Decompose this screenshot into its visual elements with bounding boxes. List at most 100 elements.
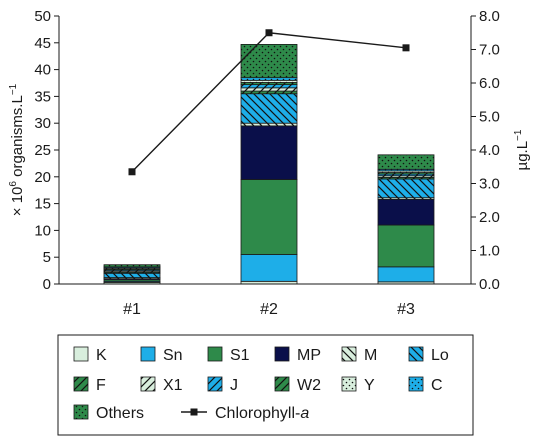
left-y-tick-label: 20 — [34, 169, 51, 186]
legend-swatch-others-pattern — [74, 405, 88, 419]
right-y-axis-label: µg.L−1 — [513, 129, 531, 170]
legend-item-lo: Lo — [408, 346, 449, 364]
bar-3-w2-segment-pattern — [378, 172, 434, 175]
legend-item-others: Others — [73, 404, 144, 422]
bar-3-lo-segment-pattern — [378, 178, 434, 198]
bar-3-y-segment-pattern — [378, 170, 434, 173]
legend-label: Chlorophyll-a — [215, 405, 309, 422]
legend-label: M — [364, 347, 377, 364]
bar-2-f-segment-pattern — [241, 91, 297, 94]
legend-swatch-c-pattern — [409, 377, 423, 391]
legend-item-m: M — [341, 346, 377, 364]
x-tick-label: #3 — [397, 301, 415, 318]
legend-line-marker — [190, 408, 198, 416]
legend-label: Others — [96, 405, 144, 422]
legend-item-k: K — [73, 346, 107, 364]
legend-label: W2 — [297, 377, 321, 394]
bar-3-sn-segment — [377, 266, 435, 283]
x-tick-labels: #1 #2 #3 — [123, 301, 415, 318]
right-y-tick-label: 4.0 — [479, 142, 500, 159]
chlorophyll-point — [128, 168, 136, 176]
legend-label: Lo — [431, 347, 449, 364]
bar-3-f-segment-pattern — [378, 177, 434, 179]
legend-swatch-x1-pattern — [141, 377, 155, 391]
legend-item-j: J — [207, 376, 238, 394]
left-y-tick-label: 0 — [43, 276, 51, 293]
legend-item-c: C — [408, 376, 443, 394]
legend-swatch-w2-pattern — [275, 377, 289, 391]
legend-item-sn: Sn — [140, 346, 183, 364]
bar-3-mp-segment — [377, 198, 435, 226]
bar-3-c-segment-pattern — [378, 169, 434, 171]
bar-2-c-segment-pattern — [241, 77, 297, 81]
bar-3-others-segment-pattern — [378, 154, 434, 170]
left-y-tick-label: 50 — [34, 8, 51, 25]
left-y-axis-label: × 106 organisms.L−1 — [8, 83, 26, 216]
bar-3-x1-segment-pattern — [378, 175, 434, 178]
left-y-tick-label: 15 — [34, 196, 51, 213]
legend-swatch-lo-pattern — [409, 347, 423, 361]
bar-2-sn-segment — [240, 254, 298, 282]
legend-item-x1: X1 — [140, 376, 183, 394]
legend-item-y: Y — [341, 376, 375, 394]
legend-label: J — [230, 377, 238, 394]
legend-swatch-mp — [274, 346, 290, 362]
right-y-tick-label: 8.0 — [479, 8, 500, 25]
right-y-tick-label: 3.0 — [479, 176, 500, 193]
bar-3-s1-segment — [377, 224, 435, 268]
bar-2-others-segment-pattern — [241, 44, 297, 78]
left-y-tick-label: 10 — [34, 222, 51, 239]
legend-label: C — [431, 377, 443, 394]
bar-2-j-segment-pattern — [241, 84, 297, 88]
legend-swatch-m-pattern — [342, 347, 356, 361]
bar-3-j-segment-pattern — [378, 174, 434, 176]
legend-label: Y — [364, 377, 375, 394]
bar-1-x1-segment-pattern — [104, 271, 160, 273]
bar-1-lo-segment-pattern — [104, 273, 160, 278]
bar-1-w2-segment-pattern — [104, 268, 160, 271]
chlorophyll-line-layer — [128, 29, 410, 176]
legend-label: Sn — [163, 347, 183, 364]
legend-swatch-k — [73, 346, 89, 362]
bar-2-m-segment-pattern — [241, 123, 297, 126]
legend: K Sn S1 MP M Lo F X1 J W2 Y C Others Chlorophyll-a — [73, 346, 449, 422]
legend-swatch-j-pattern — [208, 377, 222, 391]
legend-label: MP — [297, 347, 321, 364]
legend-item-s1: S1 — [207, 346, 250, 364]
bar-1-j-segment-pattern — [104, 270, 160, 272]
legend-item-mp: MP — [274, 346, 321, 364]
left-y-tick-label: 40 — [34, 62, 51, 79]
left-y-tick-label: 45 — [34, 35, 51, 52]
bars-layer — [103, 44, 435, 285]
bar-2-x1-segment-pattern — [241, 87, 297, 92]
left-y-tick-label: 5 — [43, 249, 51, 266]
x-tick-label: #1 — [123, 301, 141, 318]
right-y-ticks: 0.0 1.0 2.0 3.0 4.0 5.0 6.0 7.0 8.0 — [471, 8, 500, 293]
left-y-tick-label: 25 — [34, 142, 51, 159]
legend-item-f: F — [73, 376, 106, 394]
x-tick-label: #2 — [260, 301, 278, 318]
bar-1-c-segment-pattern — [104, 266, 160, 268]
legend-item-w2: W2 — [274, 376, 321, 394]
right-y-tick-label: 5.0 — [479, 109, 500, 126]
legend-label: K — [96, 347, 107, 364]
legend-swatch-y-pattern — [342, 377, 356, 391]
legend-label: F — [96, 377, 106, 394]
legend-swatch-s1 — [207, 346, 223, 362]
bar-2-s1-segment — [240, 179, 298, 255]
legend-swatch-sn — [140, 346, 156, 362]
bar-2-y-segment-pattern — [241, 80, 297, 83]
bar-1-f-segment-pattern — [104, 272, 160, 274]
chlorophyll-point — [402, 44, 410, 52]
bar-1-y-segment-pattern — [104, 267, 160, 269]
bar-1-m-segment-pattern — [104, 277, 160, 279]
right-y-tick-label: 6.0 — [479, 75, 500, 92]
chlorophyll-point — [265, 29, 273, 37]
left-y-ticks: 0 5 10 15 20 25 30 35 40 45 50 — [34, 8, 59, 293]
left-y-tick-label: 30 — [34, 115, 51, 132]
left-y-tick-label: 35 — [34, 88, 51, 105]
bar-2-lo-segment-pattern — [241, 93, 297, 124]
right-y-tick-label: 2.0 — [479, 209, 500, 226]
right-y-tick-label: 7.0 — [479, 42, 500, 59]
